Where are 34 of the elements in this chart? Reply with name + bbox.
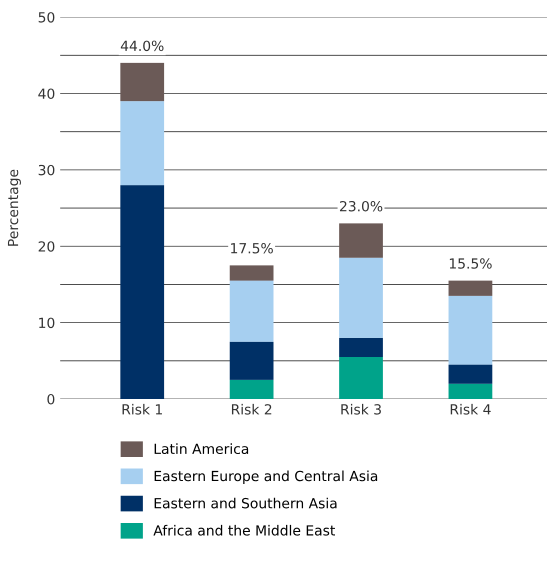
legend-label: Africa and the Middle East <box>153 524 335 536</box>
bar <box>230 342 274 380</box>
y-tick-label: 0 <box>47 394 54 404</box>
bar <box>120 185 164 399</box>
bar <box>230 265 274 281</box>
y-tick-label: 40 <box>38 88 54 99</box>
bar <box>230 280 274 342</box>
bar <box>120 62 164 102</box>
y-tick-label: 30 <box>38 164 54 176</box>
bar <box>339 258 383 338</box>
y-axis-title: Percentage <box>8 170 21 246</box>
bar <box>339 338 383 357</box>
y-tick-label: 50 <box>38 12 54 23</box>
bar <box>339 223 383 258</box>
total-label: 15.5% <box>450 258 492 269</box>
total-label: 17.5% <box>231 242 273 254</box>
y-tick-label: 20 <box>38 241 54 252</box>
legend-label: Eastern and Southern Asia <box>154 498 336 508</box>
x-tick-label: Risk 3 <box>341 404 381 415</box>
bar <box>448 384 492 399</box>
bar <box>448 364 492 384</box>
total-label: 44.0% <box>120 40 164 52</box>
bar <box>448 296 492 365</box>
x-tick-label: Risk 4 <box>450 404 491 415</box>
bar <box>339 356 383 399</box>
legend-label: Eastern Europe and Central Asia <box>154 470 378 484</box>
y-tick-label: 10 <box>39 318 54 328</box>
x-tick-label: Risk 2 <box>232 404 272 415</box>
x-tick-label: Risk 1 <box>122 404 162 415</box>
total-label: 23.0% <box>340 200 382 212</box>
legend-label: Latin America <box>154 443 248 454</box>
bar <box>448 280 492 296</box>
bar <box>120 101 164 186</box>
bar <box>230 380 274 399</box>
